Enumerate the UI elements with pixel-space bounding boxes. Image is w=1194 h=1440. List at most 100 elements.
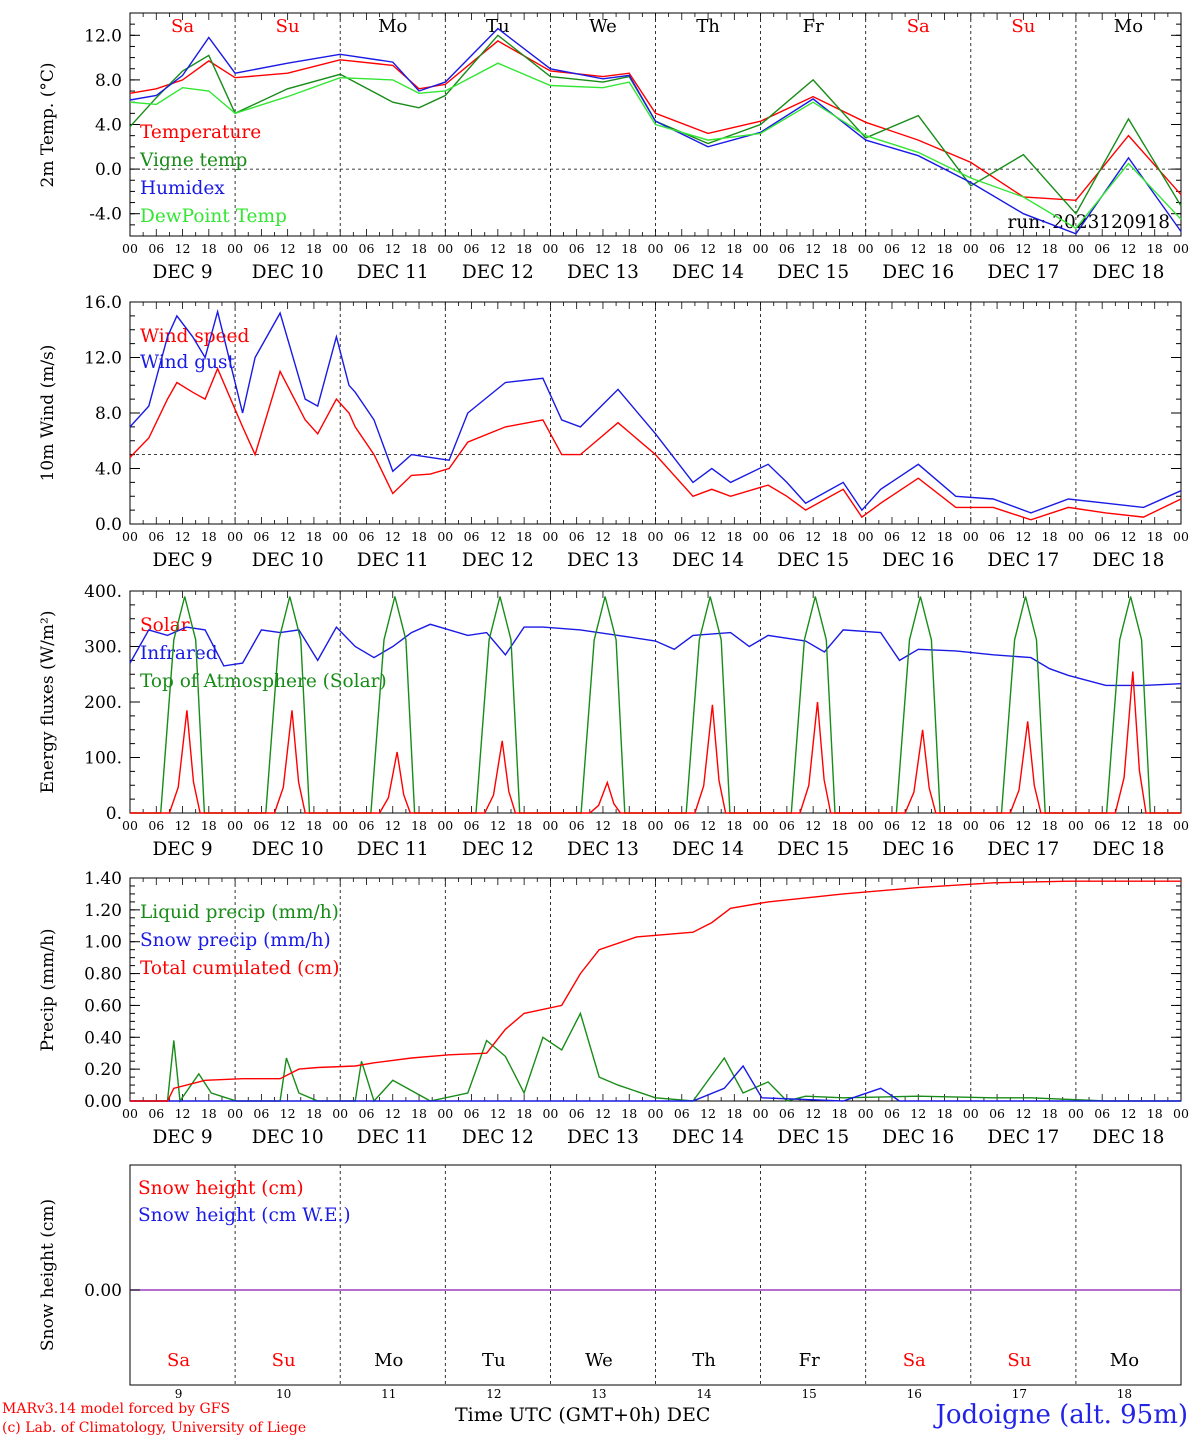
legend-entry: Snow height (cm) — [138, 1178, 304, 1199]
hour-tick-label: 12 — [490, 818, 506, 833]
hour-tick-label: 00 — [332, 1106, 348, 1121]
hour-tick-label: 00 — [227, 1106, 243, 1121]
date-label: DEC 16 — [882, 839, 954, 860]
weekday-label: We — [589, 16, 617, 37]
hour-tick-label: 18 — [831, 529, 847, 544]
weekday-label: Mo — [1114, 16, 1143, 37]
date-label: DEC 15 — [777, 550, 849, 571]
lab-credit: (c) Lab. of Climatology, University of L… — [2, 1420, 307, 1436]
hour-tick-label: 06 — [779, 818, 795, 833]
hour-tick-label: 00 — [963, 529, 979, 544]
legend-entry: Wind speed — [140, 326, 249, 347]
hour-tick-label: 00 — [437, 241, 453, 256]
date-label: DEC 18 — [1092, 550, 1164, 571]
hour-tick-label: 18 — [306, 818, 322, 833]
hour-tick-label: 18 — [411, 1106, 427, 1121]
model-credit: MARv3.14 model forced by GFS — [2, 1401, 231, 1417]
y-tick-label: 12.0 — [84, 349, 122, 369]
temp-series-1 — [129, 40, 1182, 202]
y-tick-label: 8.0 — [95, 71, 122, 91]
hour-tick-label: 00 — [437, 818, 453, 833]
date-label: DEC 11 — [357, 550, 429, 571]
panel-4: 00 06 12 18 DEC 9 00 06 12 18 DEC 10 00 06 12 18 DEC 1… — [38, 869, 1189, 1148]
weekday-label: Su — [272, 1350, 296, 1371]
date-label: DEC 17 — [987, 550, 1059, 571]
hour-tick-label: 18 — [201, 529, 217, 544]
hour-tick-label: 18 — [411, 529, 427, 544]
hour-tick-label: 18 — [726, 818, 742, 833]
hour-tick-label: 12 — [595, 1106, 611, 1121]
date-label: DEC 12 — [462, 1127, 534, 1148]
date-label: DEC 13 — [567, 262, 639, 283]
y-tick-label: 100. — [84, 749, 122, 769]
date-label: DEC 12 — [462, 262, 534, 283]
weekday-label: Mo — [378, 16, 407, 37]
date-label: DEC 16 — [882, 262, 954, 283]
date-label: DEC 10 — [252, 839, 324, 860]
hour-tick-label: 12 — [490, 529, 506, 544]
legend-entry: Top of Atmosphere (Solar) — [140, 671, 387, 692]
hour-tick-label: 18 — [411, 241, 427, 256]
hour-tick-label: 06 — [989, 241, 1005, 256]
hour-tick-label: 12 — [385, 818, 401, 833]
date-label: DEC 13 — [567, 1127, 639, 1148]
hour-tick-label: 00 — [437, 1106, 453, 1121]
hour-tick-label: 00 — [858, 1106, 874, 1121]
hour-tick-label: 12 — [175, 1106, 191, 1121]
hour-tick-label: 06 — [148, 818, 164, 833]
date-label: DEC 17 — [987, 839, 1059, 860]
y-tick-label: 400. — [84, 582, 122, 602]
hour-tick-label: 12 — [175, 818, 191, 833]
y-tick-label: 0.80 — [84, 965, 122, 985]
y-tick-label: 0.40 — [84, 1028, 122, 1048]
hour-tick-label: 00 — [963, 241, 979, 256]
hour-tick-label: 12 — [1120, 1106, 1136, 1121]
hour-tick-label: 12 — [910, 1106, 926, 1121]
weekday-label: Th — [692, 1350, 716, 1371]
y-tick-label: 0.00 — [84, 1281, 122, 1301]
legend-entry: Total cumulated (cm) — [140, 958, 339, 979]
hour-tick-label: 18 — [937, 818, 953, 833]
weekday-label: Mo — [374, 1350, 403, 1371]
hour-tick-label: 18 — [726, 529, 742, 544]
hour-tick-label: 18 — [1042, 529, 1058, 544]
date-label: DEC 18 — [1092, 839, 1164, 860]
y-tick-label: 0.0 — [95, 160, 122, 180]
panel-5: Snow height (cm) Snow height (cm) Snow hei… — [38, 1164, 1182, 1386]
weekday-label: Fr — [799, 1350, 820, 1371]
y-tick-label: 300. — [84, 638, 122, 658]
hour-tick-label: 00 — [542, 241, 558, 256]
hour-tick-label: 18 — [516, 529, 532, 544]
hour-tick-label: 18 — [1147, 529, 1163, 544]
y-tick-label: 4.0 — [95, 460, 122, 480]
weekday-label: Sa — [171, 16, 194, 37]
day-number: 16 — [907, 1387, 922, 1401]
hour-tick-label: 12 — [805, 241, 821, 256]
weekday-label: Sa — [907, 16, 930, 37]
date-label: DEC 11 — [357, 839, 429, 860]
wind-series-2 — [129, 308, 1182, 514]
hour-tick-label: 00 — [227, 529, 243, 544]
y-tick-label: 1.40 — [84, 869, 122, 889]
hour-tick-label: 12 — [910, 241, 926, 256]
hour-tick-label: 00 — [542, 1106, 558, 1121]
y-axis-title: 10m Wind (m/s) — [38, 345, 58, 482]
y-tick-label: 0.60 — [84, 996, 122, 1016]
hour-tick-label: 00 — [332, 241, 348, 256]
hour-tick-label: 18 — [831, 1106, 847, 1121]
day-number: 14 — [696, 1387, 712, 1401]
hour-tick-label: 06 — [884, 241, 900, 256]
date-label: DEC 9 — [152, 1127, 212, 1148]
hour-tick-label: 06 — [253, 1106, 269, 1121]
date-label: DEC 9 — [152, 839, 212, 860]
date-label: DEC 17 — [987, 1127, 1059, 1148]
hour-tick-label: 18 — [411, 818, 427, 833]
y-tick-label: 1.00 — [84, 933, 122, 953]
hour-tick-label: 18 — [937, 1106, 953, 1121]
hour-tick-label: 12 — [280, 241, 296, 256]
hour-tick-label: 18 — [937, 241, 953, 256]
date-label: DEC 14 — [672, 1127, 744, 1148]
hour-tick-label: 06 — [359, 818, 375, 833]
hour-tick-label: 06 — [779, 529, 795, 544]
